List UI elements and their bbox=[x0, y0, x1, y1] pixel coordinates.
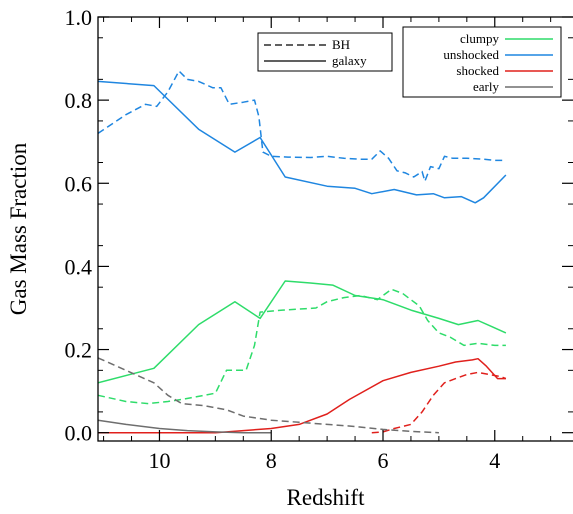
legend-label-early: early bbox=[473, 79, 499, 94]
x-tick-label: 4 bbox=[489, 448, 500, 473]
x-tick-label: 10 bbox=[148, 448, 170, 473]
series-line-bh-clumpy bbox=[97, 288, 506, 405]
series-line-galaxy-clumpy bbox=[97, 280, 507, 384]
series-layer bbox=[97, 70, 507, 434]
series-line-bh-early bbox=[97, 357, 439, 434]
linestyle-legend-box bbox=[257, 32, 393, 72]
y-tick-label: 0.2 bbox=[65, 338, 93, 363]
series-line-galaxy-shocked bbox=[98, 357, 506, 434]
legend-label-galaxy: galaxy bbox=[332, 53, 367, 68]
series-line-galaxy-early bbox=[97, 419, 272, 434]
ticks-layer: 0.0 0.2 0.4 0.6 0.8 1.0 10 8 6 4 bbox=[65, 5, 573, 473]
x-tick-label: 6 bbox=[378, 448, 389, 473]
y-tick-label: 0.6 bbox=[65, 171, 93, 196]
plot-frame bbox=[97, 16, 573, 442]
y-tick-label: 1.0 bbox=[65, 5, 93, 30]
x-tick-label: 8 bbox=[266, 448, 277, 473]
series-line-galaxy-unshocked bbox=[97, 80, 507, 204]
y-tick-label: 0.8 bbox=[65, 88, 93, 113]
x-axis-title: Redshift bbox=[287, 485, 366, 510]
legend-label-unshocked: unshocked bbox=[443, 47, 499, 62]
y-tick-label: 0.4 bbox=[65, 254, 93, 279]
y-axis-title: Gas Mass Fraction bbox=[6, 142, 31, 315]
series-line-bh-unshocked bbox=[97, 70, 506, 182]
legend-label-bh: BH bbox=[332, 37, 350, 52]
series-line-bh-shocked bbox=[371, 371, 507, 434]
legend-label-clumpy: clumpy bbox=[460, 31, 499, 46]
legend-label-shocked: shocked bbox=[456, 63, 499, 78]
y-tick-label: 0.0 bbox=[65, 421, 93, 446]
